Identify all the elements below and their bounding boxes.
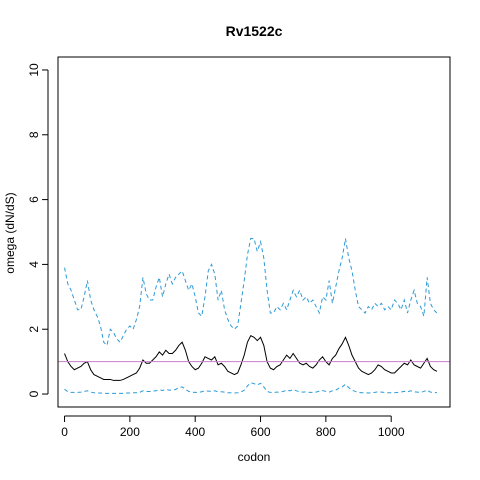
y-tick-label: 6 — [27, 196, 41, 203]
x-axis-label: codon — [238, 450, 271, 464]
series-line-estimate — [64, 335, 438, 381]
x-tick-label: 400 — [185, 425, 205, 439]
y-tick-label: 10 — [27, 63, 41, 77]
x-tick-label: 0 — [61, 425, 68, 439]
series-line-upper — [64, 237, 438, 347]
x-axis: 0 200 400 600 800 1000 — [61, 415, 405, 439]
y-tick-label: 8 — [27, 131, 41, 138]
plot-frame — [57, 56, 451, 408]
x-tick-label: 800 — [316, 425, 336, 439]
y-axis-label: omega (dN/dS) — [3, 192, 17, 273]
x-tick-label: 200 — [120, 425, 140, 439]
series-group — [64, 237, 438, 394]
y-tick-label: 2 — [27, 326, 41, 333]
y-tick-label: 4 — [27, 261, 41, 268]
series-line-lower — [64, 382, 437, 394]
chart-title: Rv1522c — [226, 23, 283, 39]
y-tick-label: 0 — [27, 390, 41, 397]
y-axis: 0 2 4 6 8 10 — [27, 63, 49, 397]
x-tick-label: 600 — [251, 425, 271, 439]
x-tick-label: 1000 — [378, 425, 405, 439]
